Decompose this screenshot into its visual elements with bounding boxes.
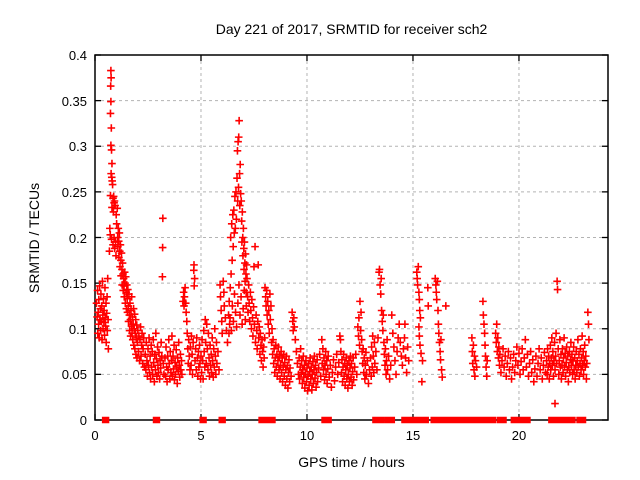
x-tick-label: 10 [299,428,315,443]
x-axis-label: GPS time / hours [298,454,405,470]
zero-line-markers [101,416,587,424]
x-tick-label: 5 [197,428,205,443]
y-tick-label: 0.15 [61,276,87,292]
scatter-points [92,66,593,408]
y-tick-label: 0.4 [68,48,87,63]
y-tick-label: 0.25 [61,184,87,200]
x-tick-label: 15 [405,428,421,443]
y-tick-label: 0.35 [61,93,87,109]
y-tick-label: 0 [79,413,87,428]
chart-title: Day 221 of 2017, SRMTID for receiver sch… [215,21,488,37]
y-tick-label: 0.2 [68,230,87,246]
y-tick-label: 0.1 [68,321,87,337]
x-tick-label: 0 [91,428,99,443]
y-tick-label: 0.3 [68,139,87,155]
y-tick-label: 0.05 [61,367,87,383]
x-tick-label: 20 [511,428,527,443]
